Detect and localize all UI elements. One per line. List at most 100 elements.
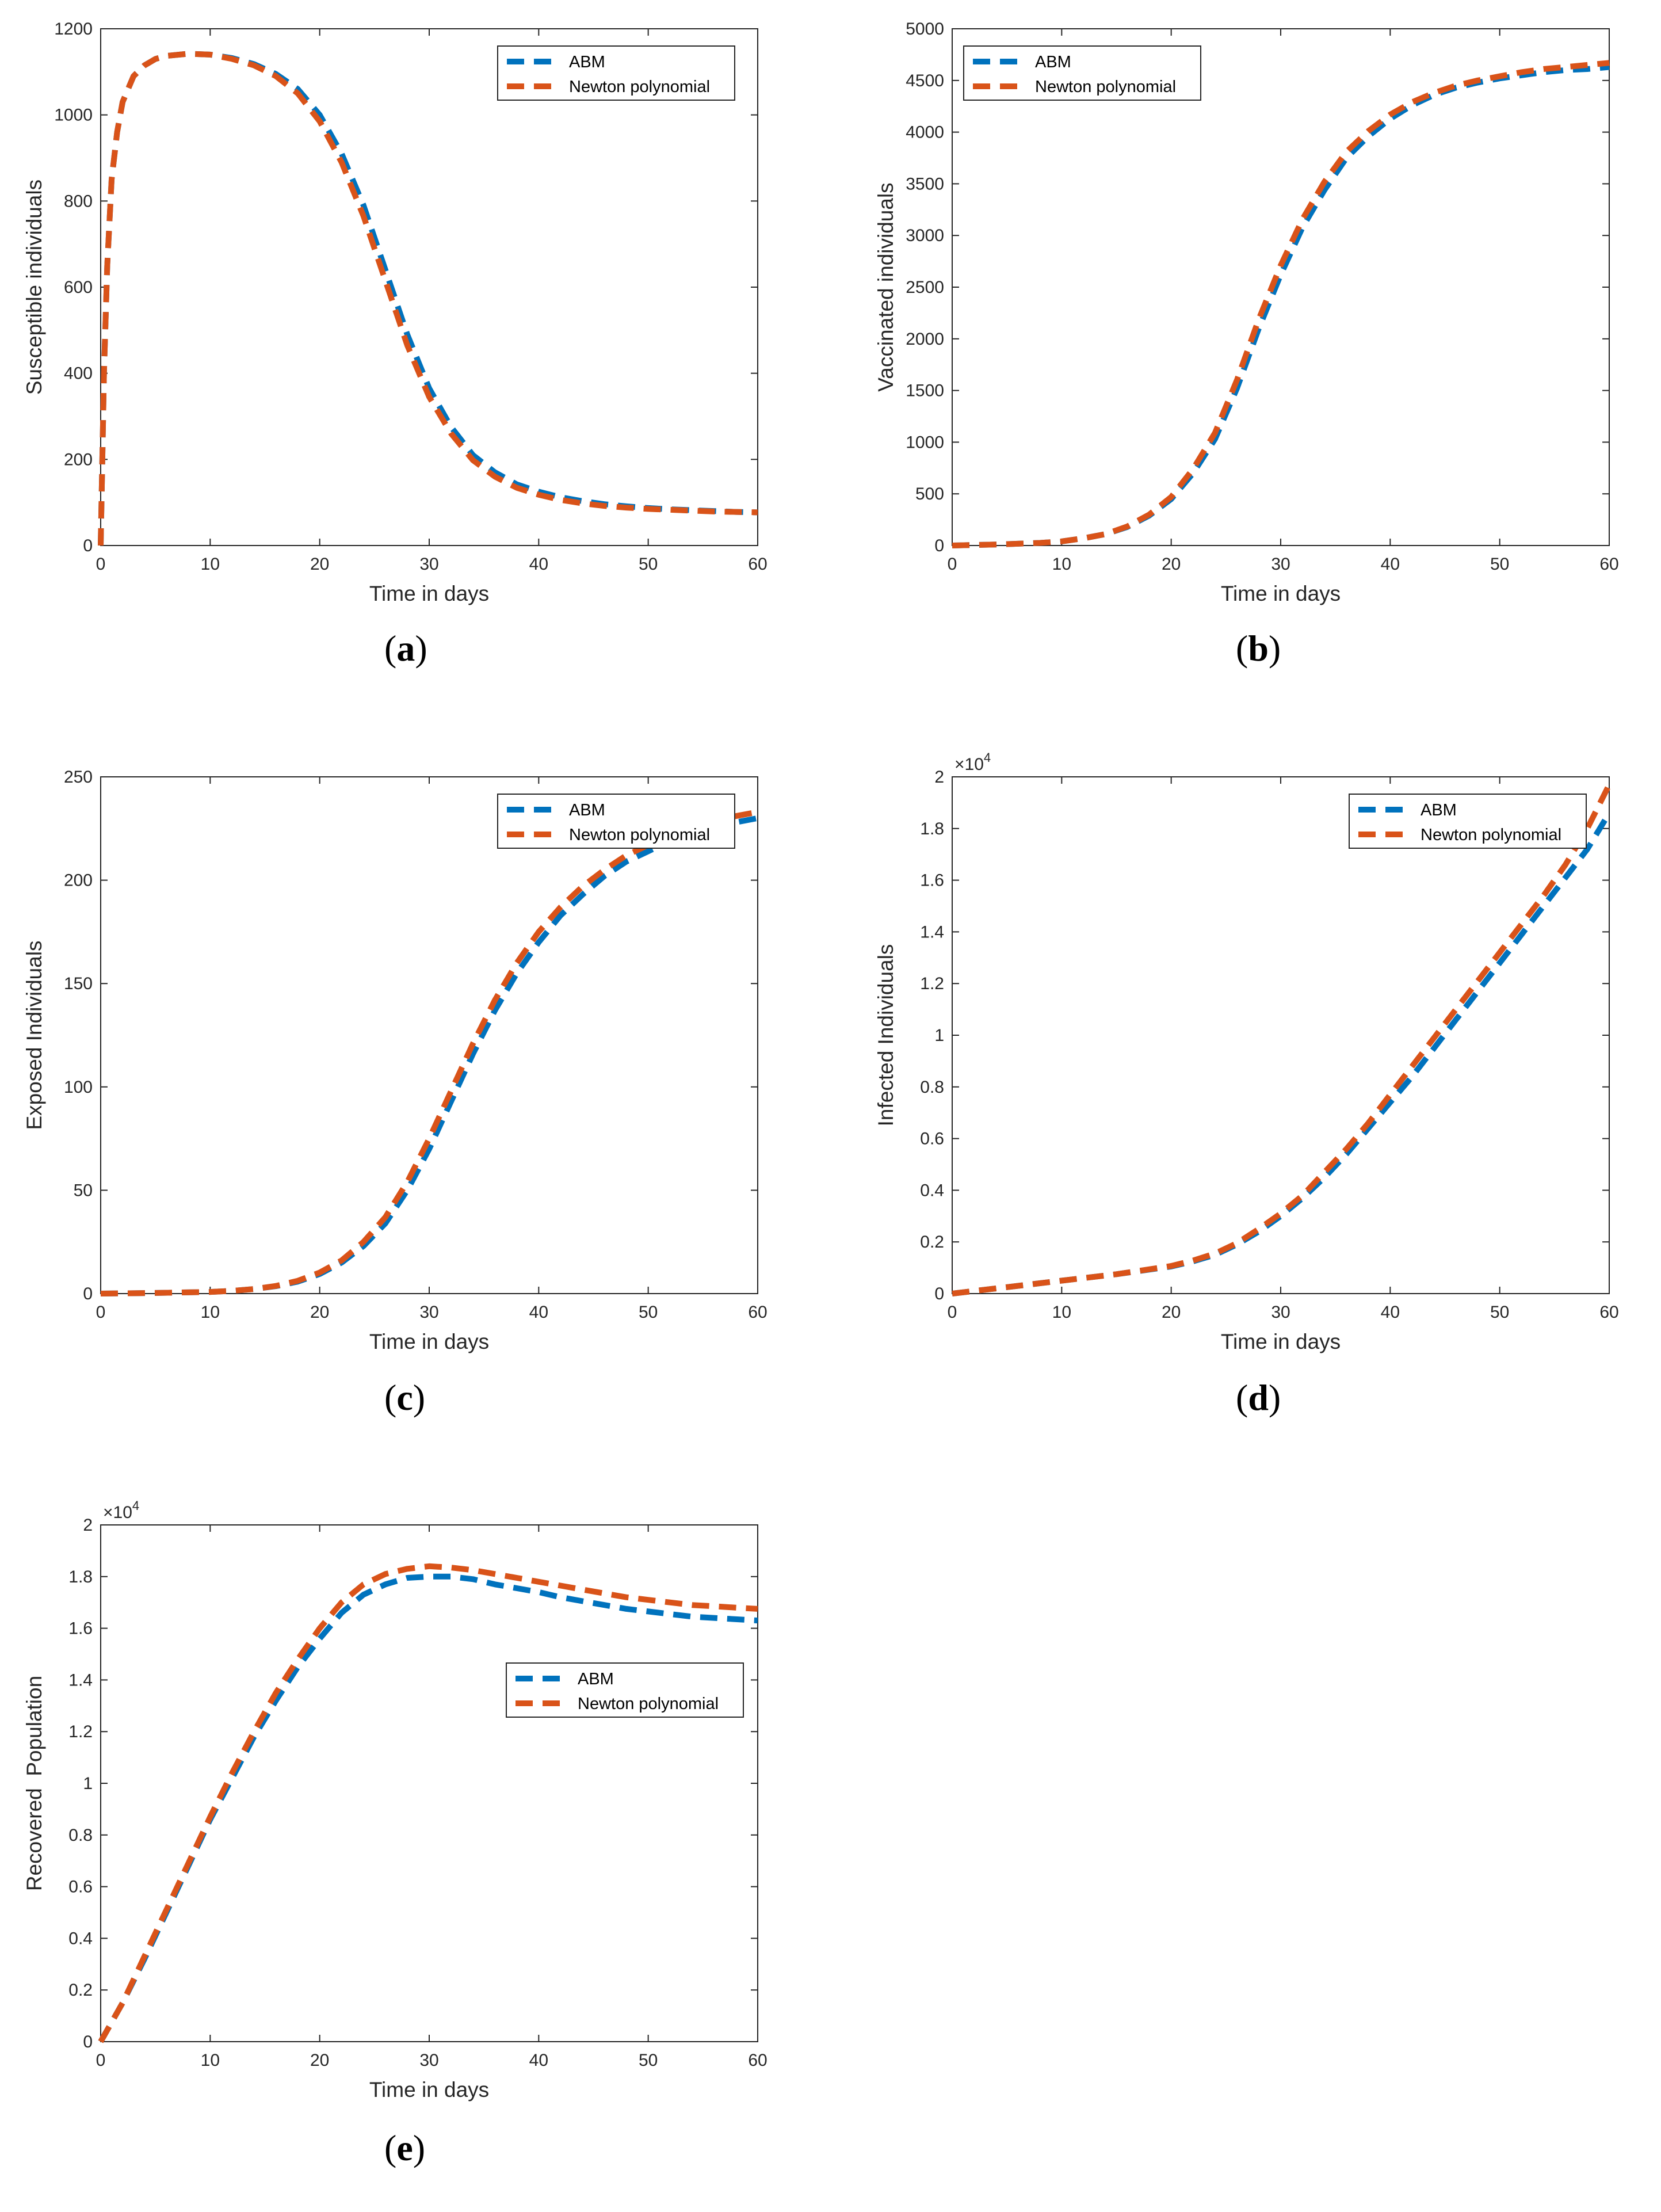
legend-box-a [497,45,735,101]
x-axis-label-a: Time in days [369,582,489,605]
caption-letter-b: b [1248,628,1269,669]
legend-label-b-0: ABM [1035,53,1071,71]
x-tick-label-a-0: 0 [96,555,106,574]
x-tick-label-b-3: 30 [1271,555,1290,574]
x-tick-label-c-0: 0 [96,1303,106,1322]
legend-box-d [1349,794,1587,849]
chart-panel-e: 0 10 20 30 40 50 60 0 0.2 0.4 0.6 0.8 1 1.2 1.4 1.6 1.8 2… [22,1498,768,2102]
x-tick-label-b-0: 0 [948,555,957,574]
legend-a: ABM Newton polynomial [497,45,735,101]
axes-box-d [952,776,1610,1294]
y-tick-label-c-5: 250 [64,768,93,787]
y-tick-label-e-6: 1.2 [68,1722,93,1741]
axes-box-e [100,1524,758,2042]
legend-label-d-1: Newton polynomial [1421,826,1561,844]
axes-box-c [100,776,758,1294]
x-axis-label-c: Time in days [369,1330,489,1353]
x-axis-label-d: Time in days [1221,1330,1341,1353]
caption-d: (d) [1236,1376,1281,1419]
caption-b: (b) [1236,627,1281,670]
y-tick-label-b-7: 3500 [906,174,944,193]
y-tick-label-d-10: 2 [934,768,944,787]
y-axis-label-d: Infected Individuals [874,944,898,1127]
caption-close-d: ) [1268,1377,1281,1418]
caption-close-a: ) [415,628,427,669]
y-tick-label-e-2: 0.4 [68,1929,93,1948]
caption-c: (c) [384,1376,425,1419]
legend-box-b [963,45,1201,101]
plot-area-d: 0 10 20 30 40 50 60 0 0.2 0.4 0.6 0.8 1 1.2 1.4 1.6 1.8 2… [874,750,1619,1353]
y-tick-label-d-8: 1.6 [920,871,944,890]
x-tick-label-e-3: 30 [419,2051,438,2070]
y-tick-label-a-5: 1000 [54,106,93,125]
y-tick-label-c-4: 200 [64,871,93,890]
y-tick-label-c-0: 0 [83,1284,93,1303]
legend-b: ABM Newton polynomial [963,45,1201,101]
chart-panel-c: 0 10 20 30 40 50 60 0 50 100 150 200 250 Time in days… [22,768,768,1353]
y-tick-label-b-9: 4500 [906,71,944,90]
y-tick-label-a-2: 400 [64,364,93,383]
axes-box-b [952,28,1610,546]
legend-label-c-0: ABM [569,801,605,819]
legend-e: ABM Newton polynomial [506,1662,744,1718]
y-exponent-power-d: 4 [984,750,991,765]
y-tick-label-b-6: 3000 [906,226,944,245]
chart-panel-b: 0 10 20 30 40 50 60 0 500 1000 1500 2000 2500 3000 350… [874,20,1619,605]
x-tick-label-a-4: 40 [529,555,548,574]
x-tick-label-b-4: 40 [1381,555,1400,574]
caption-close-b: ) [1268,628,1281,669]
y-tick-label-b-3: 1500 [906,382,944,401]
y-tick-label-c-3: 150 [64,974,93,993]
caption-open-d: ( [1236,1377,1248,1418]
x-tick-label-a-2: 20 [310,555,329,574]
y-tick-label-d-0: 0 [934,1284,944,1303]
y-tick-label-b-5: 2500 [906,278,944,297]
series-line-d-newton [952,783,1612,1296]
y-exponent-base-e: ×10 [103,1503,132,1522]
x-tick-label-c-3: 30 [419,1303,438,1322]
x-tick-label-e-6: 60 [748,2051,767,2070]
y-exponent-e: ×104 [103,1498,139,1522]
caption-close-e: ) [413,2127,426,2168]
y-tick-label-e-4: 0.8 [68,1826,93,1845]
legend-label-e-0: ABM [578,1670,614,1688]
y-tick-label-b-10: 5000 [906,20,944,39]
legend-label-e-1: Newton polynomial [578,1695,719,1713]
series-line-b-newton [952,60,1610,548]
y-tick-label-d-3: 0.6 [920,1130,944,1149]
caption-a: (a) [384,627,427,670]
x-tick-label-d-3: 30 [1271,1303,1290,1322]
x-tick-label-a-6: 60 [748,555,767,574]
caption-open-e: ( [384,2127,397,2168]
x-tick-label-d-1: 10 [1052,1303,1071,1322]
x-tick-label-a-3: 30 [419,555,438,574]
plot-area-e: 0 10 20 30 40 50 60 0 0.2 0.4 0.6 0.8 1 1.2 1.4 1.6 1.8 2… [22,1498,768,2102]
caption-letter-c: c [396,1377,413,1418]
caption-open-a: ( [384,628,397,669]
legend-d: ABM Newton polynomial [1349,794,1587,849]
x-tick-label-a-1: 10 [201,555,220,574]
axes-box-a [100,28,758,546]
x-axis-label-e: Time in days [369,2078,489,2102]
chart-panel-d: 0 10 20 30 40 50 60 0 0.2 0.4 0.6 0.8 1 1.2 1.4 1.6 1.8 2… [874,750,1619,1353]
caption-letter-d: d [1248,1377,1269,1418]
caption-letter-a: a [396,628,415,669]
x-tick-label-e-0: 0 [96,2051,106,2070]
legend-label-a-0: ABM [569,53,605,71]
caption-open-c: ( [384,1377,397,1418]
y-tick-label-d-2: 0.4 [920,1181,944,1200]
y-tick-label-b-2: 1000 [906,433,944,452]
y-tick-label-a-0: 0 [83,536,93,555]
series-line-e-newton [98,1563,758,2043]
y-tick-label-e-8: 1.6 [68,1619,93,1638]
x-tick-label-c-2: 20 [310,1303,329,1322]
y-tick-label-a-4: 800 [64,192,93,211]
y-tick-label-e-10: 2 [83,1516,93,1535]
y-tick-label-e-0: 0 [83,2032,93,2051]
y-tick-label-d-5: 1 [934,1026,944,1045]
y-tick-label-d-4: 0.8 [920,1078,944,1097]
x-tick-label-d-6: 60 [1599,1303,1618,1322]
x-tick-label-d-2: 20 [1162,1303,1181,1322]
